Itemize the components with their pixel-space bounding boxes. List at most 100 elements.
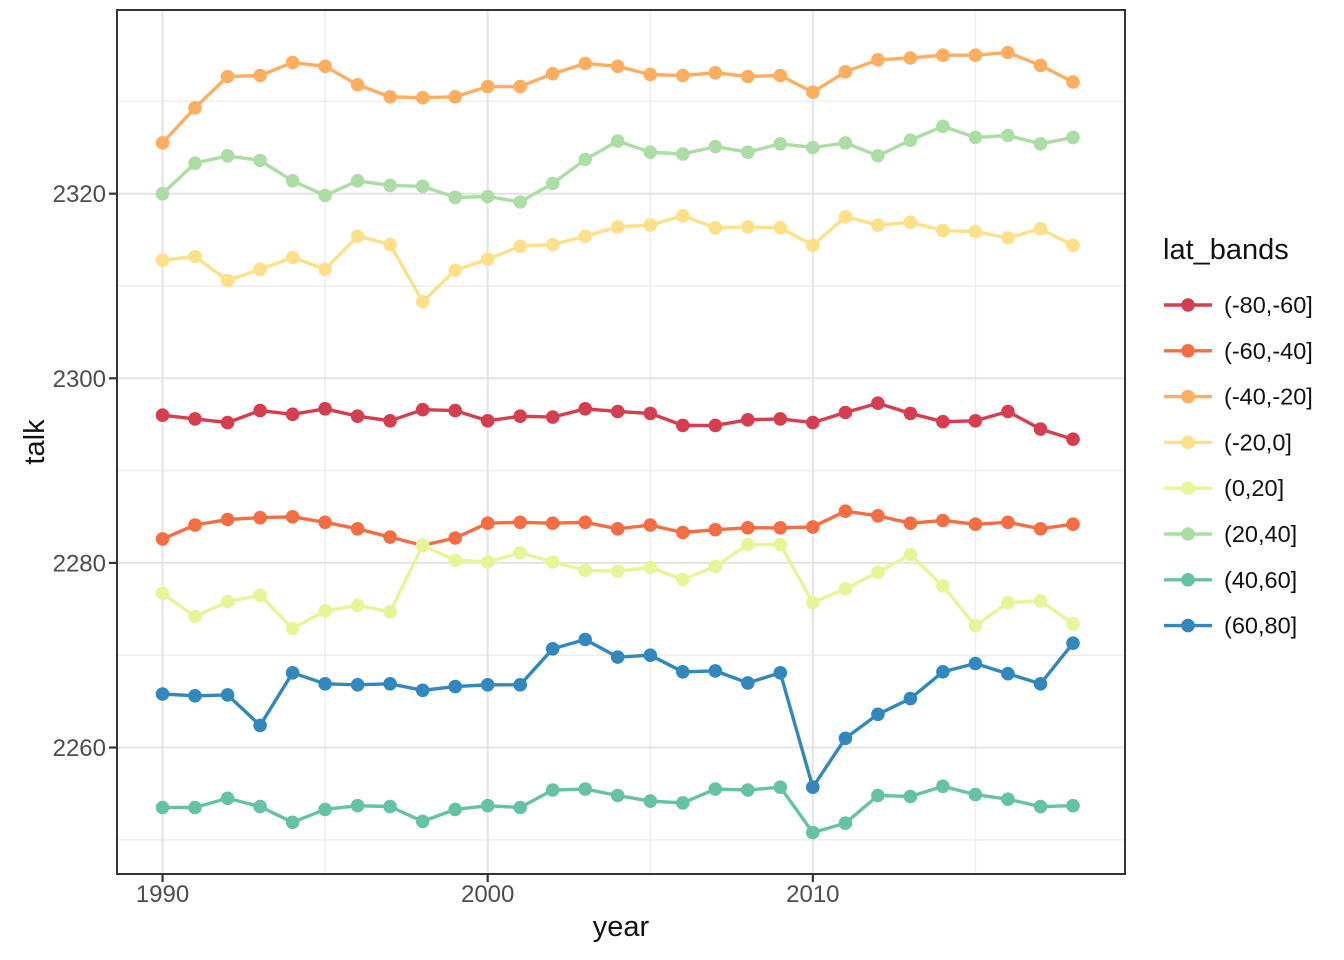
data-point xyxy=(578,402,592,416)
data-point xyxy=(1066,517,1080,531)
data-point xyxy=(545,783,560,797)
data-point xyxy=(578,782,592,796)
data-point xyxy=(741,676,755,690)
data-point xyxy=(1033,222,1048,236)
data-point xyxy=(610,788,625,803)
data-point xyxy=(806,85,820,99)
data-point xyxy=(708,418,723,433)
data-point xyxy=(383,414,397,428)
data-point xyxy=(903,691,918,706)
data-point xyxy=(1066,75,1080,89)
legend-item-label: (-80,-60] xyxy=(1224,292,1313,318)
data-point xyxy=(545,642,560,656)
data-point xyxy=(220,512,235,527)
data-point xyxy=(220,149,235,163)
data-point xyxy=(285,174,300,188)
data-point xyxy=(285,407,300,422)
series-(-80,-60] xyxy=(155,396,1080,447)
data-point xyxy=(968,48,983,62)
data-point xyxy=(1001,595,1015,610)
series-(60,80] xyxy=(155,632,1080,794)
data-point xyxy=(936,223,950,238)
data-point xyxy=(350,798,365,813)
legend-item-label: (40,60] xyxy=(1224,567,1297,593)
data-point xyxy=(903,516,918,530)
series-(-20,0] xyxy=(155,209,1080,309)
legend-item-label: (-20,0] xyxy=(1224,429,1292,455)
data-point xyxy=(415,402,430,417)
legend-item-label: (-60,-40] xyxy=(1224,338,1313,364)
legend-key-point xyxy=(1181,481,1195,496)
data-point xyxy=(708,782,723,796)
legend-title: lat_bands xyxy=(1163,234,1289,266)
data-point xyxy=(578,563,592,578)
data-point xyxy=(773,412,788,426)
data-point xyxy=(285,666,300,680)
data-point xyxy=(1033,422,1048,436)
data-point xyxy=(643,794,658,808)
data-point xyxy=(253,262,267,277)
legend-item: (60,80] xyxy=(1164,613,1297,639)
data-point xyxy=(155,687,170,701)
y-axis-title: talk xyxy=(19,419,51,465)
legend-key-point xyxy=(1181,435,1195,450)
data-point xyxy=(610,404,625,419)
data-point xyxy=(285,815,300,830)
data-point xyxy=(155,186,170,201)
data-point xyxy=(350,522,365,536)
data-point xyxy=(513,239,527,254)
data-point xyxy=(188,518,202,532)
data-point xyxy=(741,521,755,535)
data-point xyxy=(676,796,690,810)
data-point xyxy=(188,249,202,264)
data-point xyxy=(253,68,267,83)
data-point xyxy=(1066,636,1080,650)
data-point xyxy=(480,555,495,569)
data-point xyxy=(936,119,950,134)
legend-item: (-60,-40] xyxy=(1164,338,1313,364)
data-point xyxy=(676,68,690,83)
data-point xyxy=(480,79,495,94)
data-point xyxy=(773,780,788,794)
data-point xyxy=(285,621,300,636)
data-point xyxy=(806,825,820,840)
data-point xyxy=(383,530,397,544)
data-point xyxy=(903,215,918,230)
data-point xyxy=(676,665,690,679)
data-point xyxy=(806,140,820,155)
data-point xyxy=(936,414,950,429)
data-point xyxy=(838,582,853,596)
data-point xyxy=(220,273,235,288)
y-tick-label: 2260 xyxy=(53,735,106,762)
data-point xyxy=(936,665,950,679)
data-point xyxy=(155,586,170,601)
legend-key-point xyxy=(1181,573,1195,587)
data-point xyxy=(318,59,332,74)
legend-item: (-40,-20] xyxy=(1164,384,1313,410)
y-tick-label: 2280 xyxy=(53,550,106,577)
data-point xyxy=(318,515,332,530)
data-point xyxy=(318,604,332,618)
data-point xyxy=(968,224,983,239)
data-point xyxy=(643,518,658,532)
data-point xyxy=(480,678,495,692)
data-point xyxy=(1066,798,1080,813)
data-point xyxy=(415,538,430,553)
data-point xyxy=(806,780,820,794)
data-point xyxy=(773,666,788,680)
data-point xyxy=(253,718,267,733)
data-point xyxy=(1033,58,1048,73)
data-point xyxy=(480,798,495,813)
data-point xyxy=(350,409,365,424)
data-point xyxy=(448,190,463,205)
data-point xyxy=(1001,128,1015,143)
data-point xyxy=(936,48,950,62)
data-point xyxy=(513,79,527,94)
data-point xyxy=(838,405,853,420)
data-point xyxy=(903,789,918,804)
data-point xyxy=(1033,799,1048,814)
data-point xyxy=(318,677,332,691)
data-point xyxy=(480,516,495,530)
data-point xyxy=(513,515,527,530)
